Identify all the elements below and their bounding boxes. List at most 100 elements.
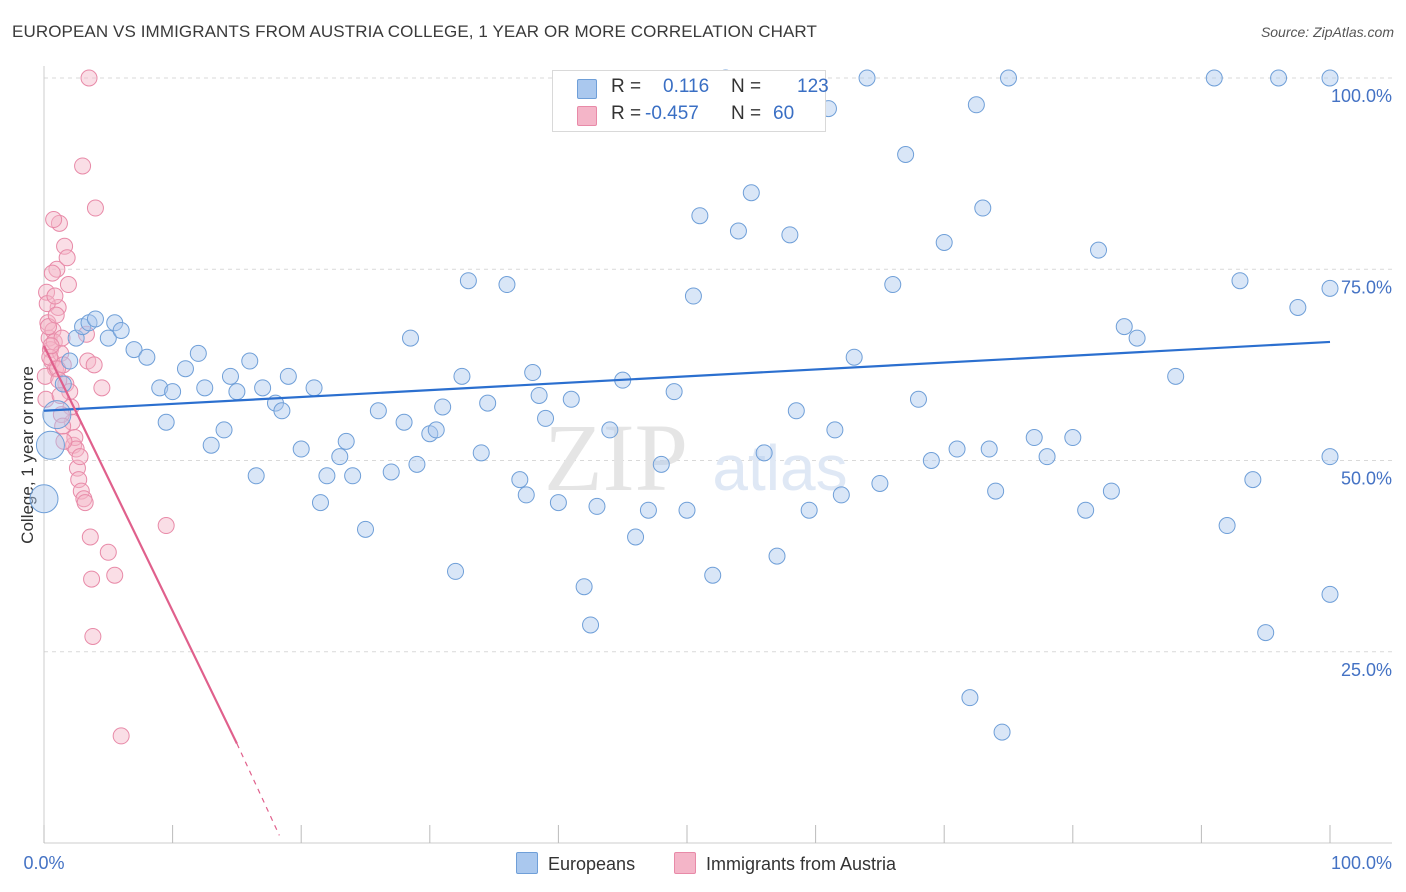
r-label: R = (611, 76, 642, 97)
austria-swatch (577, 106, 597, 126)
europeans-point (369, 402, 387, 420)
europeans-swatch (577, 79, 597, 99)
watermark-atlas: atlas (712, 432, 847, 504)
europeans-point (967, 96, 985, 114)
europeans-point (575, 578, 593, 596)
europeans-point (974, 199, 992, 217)
r-value: -0.457 (645, 103, 699, 124)
europeans-point (344, 467, 362, 485)
x-tick-label-right: 100.0% (1331, 853, 1392, 873)
austria-point (84, 627, 102, 645)
europeans-point (755, 444, 773, 462)
austria-point (83, 570, 101, 588)
austria-point (86, 199, 104, 217)
europeans-point (909, 390, 927, 408)
europeans-point (292, 440, 310, 458)
europeans-point (479, 394, 497, 412)
r-label: R = (611, 103, 642, 124)
europeans-point (402, 329, 420, 347)
correlation-stats-box: R = 0.116 N = 123 R = -0.457 N = 60 (552, 70, 829, 132)
europeans-point (86, 310, 104, 328)
europeans-point (993, 723, 1011, 741)
austria-point (80, 69, 98, 87)
europeans-point (582, 616, 600, 634)
europeans-point (1064, 429, 1082, 447)
austria-point (71, 448, 89, 466)
europeans-point (884, 276, 902, 294)
austria-trend-line (43, 345, 238, 745)
europeans-point (1115, 318, 1133, 336)
y-tick-label: 50.0% (1341, 469, 1392, 489)
europeans-point (1038, 448, 1056, 466)
n-label: N = (731, 76, 762, 97)
europeans-point (980, 440, 998, 458)
europeans-point (537, 409, 555, 427)
austria-point (58, 249, 76, 267)
austria-point (93, 379, 111, 397)
europeans-point (987, 482, 1005, 500)
europeans-point (279, 367, 297, 385)
europeans-point (948, 440, 966, 458)
europeans-point (729, 222, 747, 240)
axes (43, 66, 1392, 844)
europeans-point (691, 207, 709, 225)
europeans-point (215, 421, 233, 439)
watermark-zip: ZIP (544, 404, 688, 511)
europeans-point (382, 463, 400, 481)
europeans-point (665, 383, 683, 401)
europeans-point (742, 184, 760, 202)
europeans-point (408, 455, 426, 473)
europeans-point (562, 390, 580, 408)
europeans-point (517, 486, 535, 504)
austria-point (43, 264, 61, 282)
europeans-point (395, 413, 413, 431)
austria-point (112, 727, 130, 745)
austria-point (36, 367, 54, 385)
europeans-point (787, 402, 805, 420)
austria-point (59, 276, 77, 294)
europeans-point (337, 432, 355, 450)
y-tick-label: 25.0% (1341, 660, 1392, 680)
europeans-point (652, 455, 670, 473)
europeans-point (138, 348, 156, 366)
europeans-point (305, 379, 323, 397)
europeans-point (897, 146, 915, 163)
europeans-point (601, 421, 619, 439)
europeans-point (800, 501, 818, 519)
europeans-point (112, 321, 130, 339)
y-tick-label: 100.0% (1331, 86, 1392, 106)
europeans-point (1128, 329, 1146, 347)
europeans-point (1025, 429, 1043, 447)
austria-point (54, 417, 72, 435)
stats-row-europeans: R = 0.116 N = 123 (553, 74, 829, 102)
europeans-point (1270, 69, 1288, 87)
europeans-point (254, 379, 272, 397)
europeans-point (157, 413, 175, 431)
europeans-point (125, 341, 143, 359)
austria-point (45, 211, 63, 229)
europeans-point (1077, 501, 1095, 519)
europeans-point (241, 352, 259, 370)
europeans-point (228, 383, 246, 401)
austria-point (85, 356, 103, 374)
europeans-point (781, 226, 799, 244)
europeans-point (704, 566, 722, 584)
europeans-point (549, 494, 567, 512)
europeans-point (684, 287, 702, 305)
europeans-point (845, 348, 863, 366)
europeans-point (524, 364, 542, 382)
europeans-point (678, 501, 696, 519)
europeans-point (151, 379, 169, 397)
europeans-point (196, 379, 214, 397)
legend-europeans[interactable]: Europeans (516, 852, 635, 875)
europeans-point (1321, 69, 1339, 87)
legend-austria[interactable]: Immigrants from Austria (674, 852, 896, 875)
chart-title: EUROPEAN VS IMMIGRANTS FROM AUSTRIA COLL… (12, 22, 817, 41)
europeans-point (768, 547, 786, 565)
europeans-point (1000, 69, 1017, 87)
europeans-point (247, 467, 265, 485)
stats-row-austria: R = -0.457 N = 60 (553, 101, 825, 129)
austria-point (74, 157, 92, 175)
europeans-point (1257, 624, 1275, 642)
